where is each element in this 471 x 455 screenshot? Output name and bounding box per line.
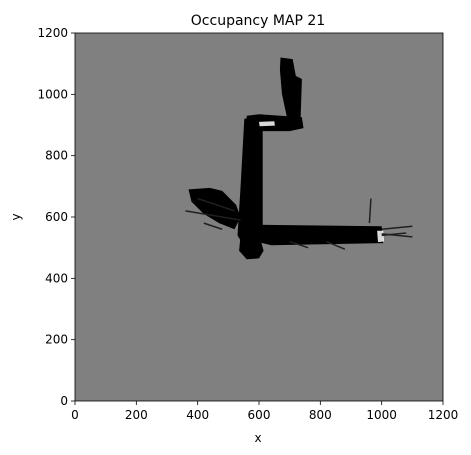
y-tick-label: 800 [45,149,68,163]
y-tick-label: 1200 [37,26,68,40]
ray-7 [197,197,235,212]
chart-title: Occupancy MAP 21 [191,13,325,29]
ray-8 [203,222,223,230]
ray-6 [185,210,241,221]
y-tick-label: 600 [45,210,68,224]
y-axis-label: y [9,213,23,220]
plot-area [74,32,444,402]
y-axis: 0 200 400 600 800 1000 1200 [37,26,75,408]
occupied-region-3 [255,224,384,246]
x-tick-label: 200 [125,408,148,422]
ray-5 [326,240,346,250]
x-tick-label: 800 [309,408,332,422]
ray-4 [289,240,309,249]
x-tick-label: 1200 [428,408,459,422]
x-axis: 0 200 400 600 800 1000 1200 [71,401,458,422]
ray-3 [368,198,372,224]
x-tick-label: 1000 [366,408,397,422]
x-tick-label: 0 [71,408,79,422]
occupied-layer [188,57,384,260]
ray-layer [185,197,413,250]
occupied-region-0 [237,115,263,245]
occupied-region-1 [279,57,302,132]
y-tick-label: 1000 [37,87,68,101]
free-region-0 [377,230,385,243]
occupied-region-5 [239,233,264,260]
occupied-region-4 [188,187,241,230]
x-axis-label: x [254,431,261,445]
free-region-1 [259,121,275,127]
y-tick-label: 0 [60,394,68,408]
y-tick-label: 400 [45,271,68,285]
occupied-region-2 [246,114,304,132]
ray-0 [381,225,413,231]
ray-2 [381,232,407,237]
x-tick-label: 600 [248,408,271,422]
x-tick-label: 400 [186,408,209,422]
y-tick-label: 200 [45,333,68,347]
